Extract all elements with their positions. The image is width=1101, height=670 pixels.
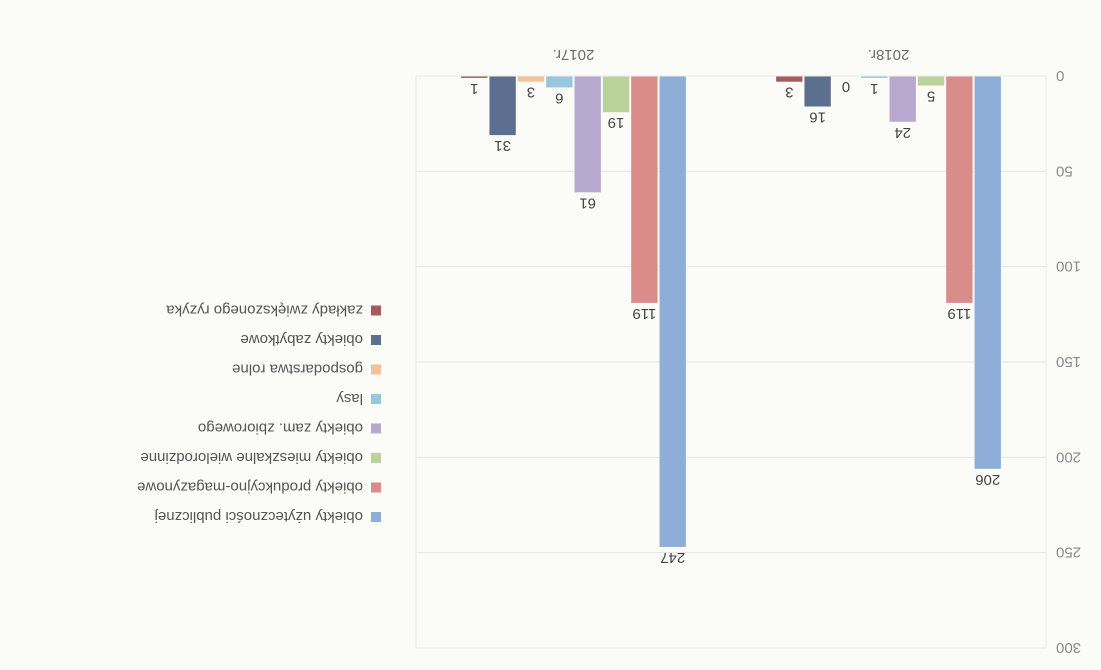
legend-label: obiekty użyteczności publicznej [155,508,363,525]
legend-swatch [371,335,381,345]
bar [489,76,516,136]
bar [776,76,803,82]
bar [517,76,545,82]
category-label: 2018r. [868,46,910,63]
bar [946,76,973,303]
bar [574,76,601,193]
data-label: 5 [927,88,935,105]
data-label: 206 [975,471,1000,488]
bar [889,76,916,122]
data-label: 119 [947,305,971,322]
data-label: 19 [608,114,625,131]
bar [602,76,630,113]
y-tick-label: 200 [1056,448,1081,465]
legend-label: obiekty mieszkalne wielorodzinne [140,449,363,466]
bar [546,76,573,88]
category-label: 2017r. [553,46,595,63]
y-tick-label: 0 [1056,67,1064,84]
bar [917,76,945,86]
legend-swatch [371,453,381,463]
bar [659,76,686,547]
data-label: 1 [470,80,478,97]
legend-label: obiekty produkcyjno-magazynowe [137,479,363,496]
y-tick-label: 50 [1056,162,1073,179]
y-tick-label: 250 [1056,544,1081,561]
legend-swatch [371,482,381,493]
data-label: 3 [785,84,793,101]
data-label: 16 [809,109,826,126]
y-tick-label: 150 [1056,353,1081,370]
data-label: 0 [842,78,850,95]
legend-label: obiekty zabytkowe [240,331,363,348]
legend-swatch [371,394,381,404]
bar [631,76,658,303]
bar [461,76,488,78]
data-label: 1 [870,80,878,97]
data-label: 6 [555,89,563,106]
legend-label: gospodarstwa rolne [232,361,363,378]
bar [861,76,888,78]
data-label: 3 [527,84,535,101]
data-label: 24 [894,124,911,141]
legend-label: obiekty zam. zbiorowego [198,420,363,437]
data-label: 247 [660,549,685,566]
bar [974,76,1001,469]
legend-swatch [371,512,381,522]
legend-swatch [371,305,381,316]
legend-label: lasy [336,390,363,407]
legend-swatch [371,364,381,375]
legend-swatch [371,423,381,434]
data-label: 61 [579,194,596,211]
legend-label: zakłady zwiększonego ryzyka [166,302,363,319]
y-tick-label: 300 [1056,639,1081,656]
y-tick-label: 100 [1056,258,1081,275]
data-label: 31 [494,137,511,154]
plot-frame [415,75,1047,649]
bar [804,76,831,107]
data-label: 119 [632,305,656,322]
